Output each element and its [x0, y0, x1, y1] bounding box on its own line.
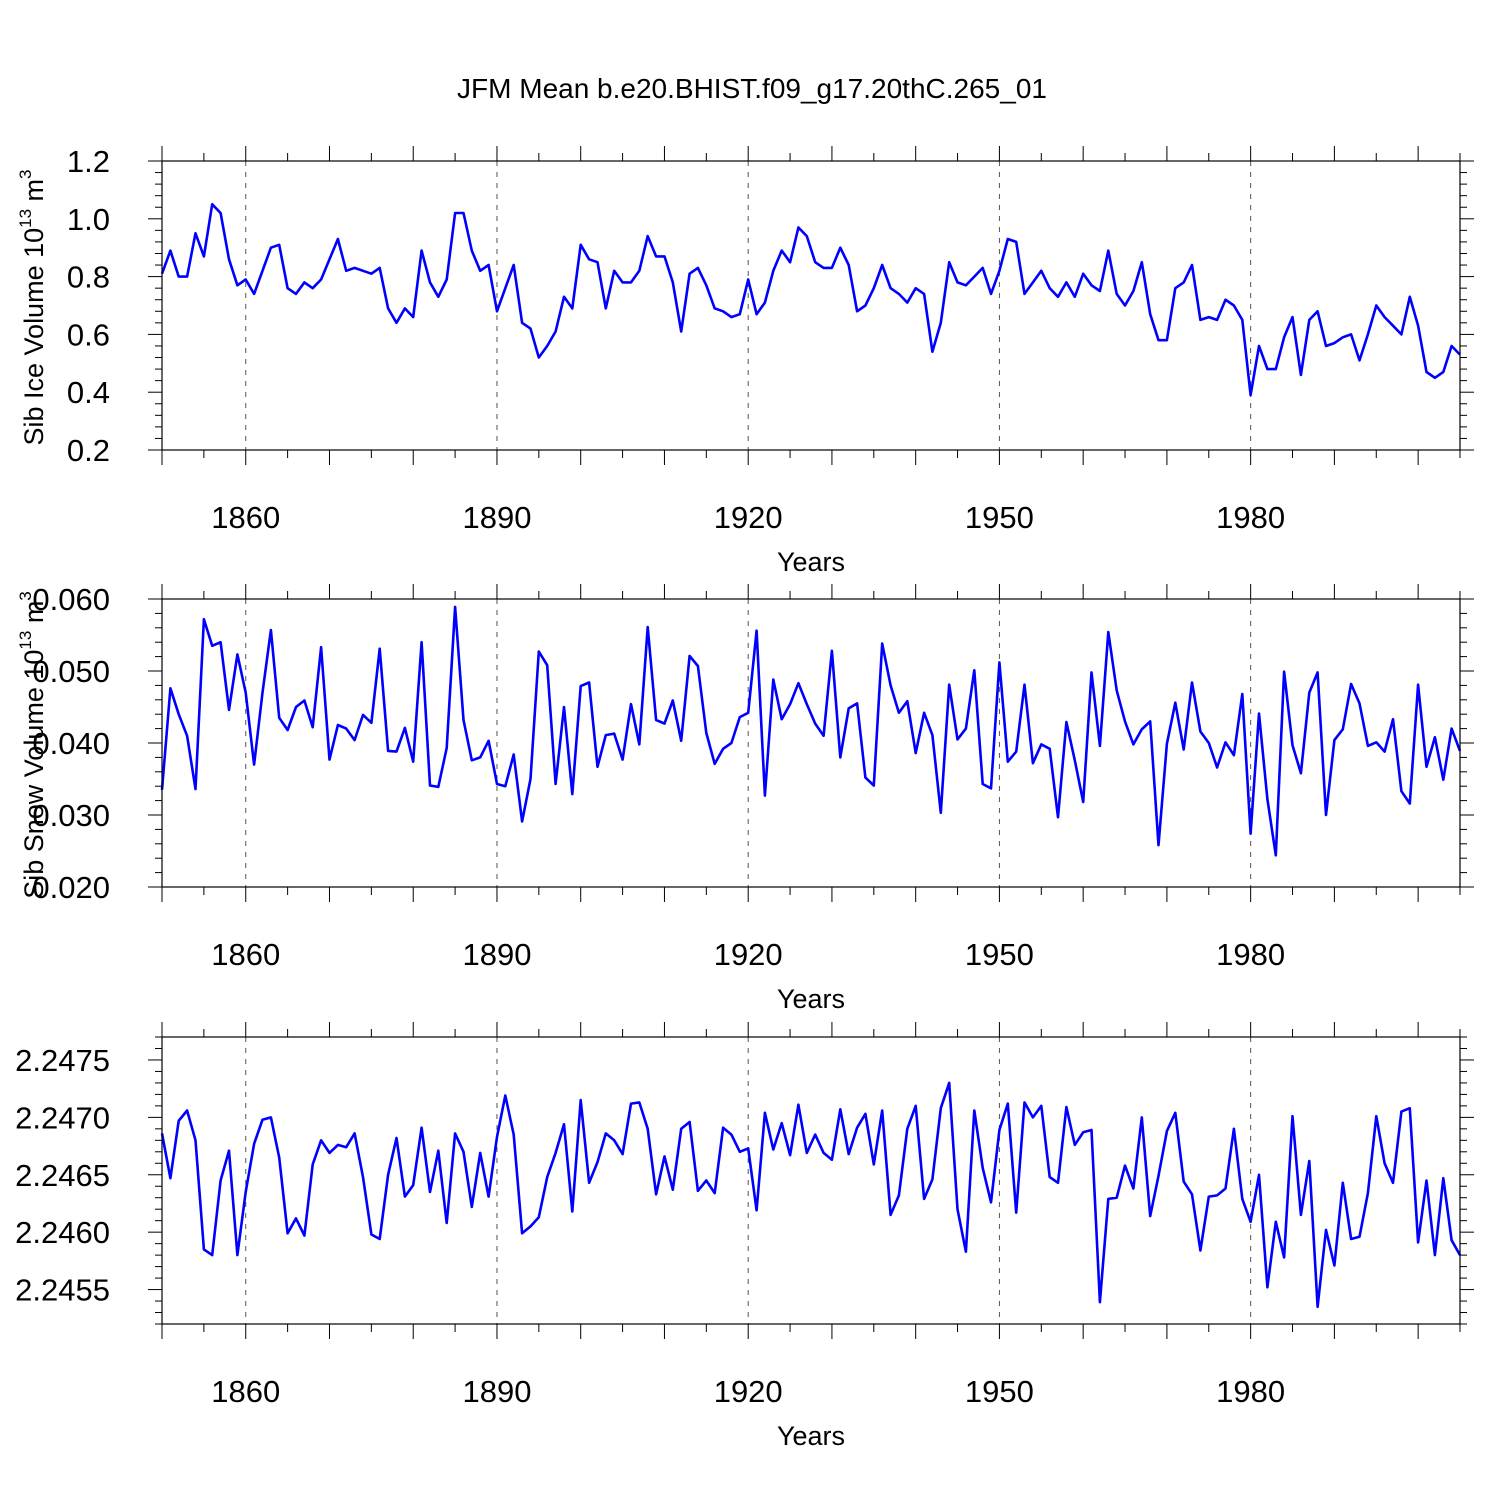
- x-tick-label: 1860: [211, 937, 280, 972]
- y-tick-label: 0.4: [67, 375, 110, 410]
- x-axis-label: Years: [777, 1421, 845, 1451]
- x-tick-label: 1890: [462, 937, 531, 972]
- panel-ice-volume: 0.2 0.4 0.6 0.8 1.0 1.2 1860 1890 1920 1950 1980 Ye…: [16, 144, 1474, 577]
- panel-snow-volume: 0.020 0.030 0.040 0.050 0.060 1860 1890 1920 195…: [16, 582, 1474, 1014]
- x-axis-label: Years: [777, 984, 845, 1014]
- y-tick-label: 2.2455: [15, 1273, 110, 1308]
- data-series-line: [160, 203, 1461, 397]
- x-tick-label: 1920: [714, 937, 783, 972]
- plot-frame: [161, 1036, 1461, 1325]
- x-tick-label: 1980: [1216, 1374, 1285, 1409]
- y-tick-label: 0.060: [32, 582, 110, 617]
- y-tick-label: 0.2: [67, 433, 110, 468]
- y-axis-label: Sib Snow Volume 1013 m3: [16, 591, 49, 899]
- x-axis-label: Years: [777, 547, 845, 577]
- y-tick-label: 0.020: [32, 870, 110, 905]
- x-tick-label: 1980: [1216, 500, 1285, 535]
- x-tick-label: 1920: [714, 1374, 783, 1409]
- y-tick-label: 2.2465: [15, 1158, 110, 1193]
- y-tick-label: 2.2470: [15, 1100, 110, 1135]
- x-tick-label: 1890: [462, 1374, 531, 1409]
- plot-frame: [161, 598, 1461, 888]
- x-tick-label: 1980: [1216, 937, 1285, 972]
- panel-third-series: 2.2455 2.2460 2.2465 2.2470 2.2475 1860 1890 19…: [15, 1022, 1474, 1451]
- x-tick-label: 1860: [211, 500, 280, 535]
- x-tick-label: 1950: [965, 1374, 1034, 1409]
- x-tick-label: 1860: [211, 1374, 280, 1409]
- y-tick-label: 0.030: [32, 798, 110, 833]
- y-axis-label: Sib Ice Volume 1013 m3: [16, 169, 49, 445]
- y-tick-label: 1.0: [67, 202, 110, 237]
- x-tick-label: 1920: [714, 500, 783, 535]
- y-tick-label: 0.050: [32, 654, 110, 689]
- plot-frame: [161, 160, 1461, 451]
- y-tick-label: 2.2460: [15, 1215, 110, 1250]
- y-tick-label: 0.6: [67, 317, 110, 352]
- x-tick-label: 1890: [462, 500, 531, 535]
- y-tick-label: 0.040: [32, 726, 110, 761]
- x-tick-label: 1950: [965, 937, 1034, 972]
- y-tick-label: 1.2: [67, 144, 110, 179]
- y-tick-label: 2.2475: [15, 1043, 110, 1078]
- data-series-line: [160, 1081, 1462, 1309]
- y-tick-label: 0.8: [67, 260, 110, 295]
- chart-title: JFM Mean b.e20.BHIST.f09_g17.20thC.265_0…: [457, 73, 1047, 104]
- data-series-line: [160, 605, 1462, 857]
- x-tick-label: 1950: [965, 500, 1034, 535]
